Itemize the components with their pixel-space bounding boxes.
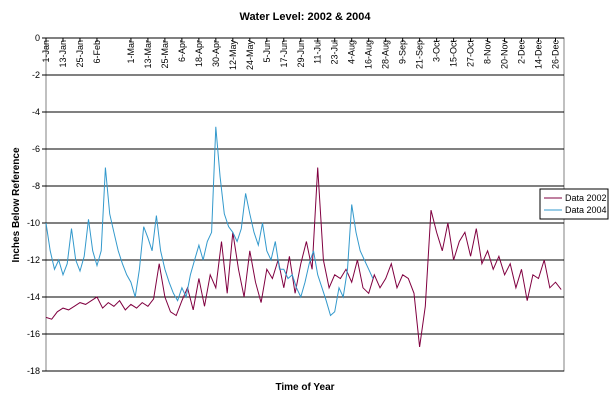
- x-tick-label: 14-Dec: [534, 40, 544, 70]
- x-tick-label: 6-Feb: [92, 40, 102, 64]
- x-tick-label: 25-Jan: [75, 40, 85, 68]
- y-tick-label: -18: [27, 366, 40, 376]
- x-tick-label: 29-Jun: [296, 40, 306, 68]
- legend-label: Data 2002: [565, 193, 607, 203]
- chart-title: Water Level: 2002 & 2004: [239, 11, 371, 23]
- x-tick-label: 6-Apr: [177, 40, 187, 62]
- x-tick-label: 3-Oct: [432, 40, 442, 63]
- x-tick-label: 1-Jan: [41, 40, 51, 63]
- y-tick-label: 0: [35, 33, 40, 43]
- x-tick-label: 20-Nov: [500, 40, 510, 70]
- x-tick-label: 2-Dec: [517, 40, 527, 65]
- x-tick-label: 30-Apr: [211, 40, 221, 67]
- y-tick-label: -14: [27, 292, 40, 302]
- x-tick-label: 12-May: [228, 40, 238, 71]
- x-tick-label: 11-Jul: [313, 40, 323, 64]
- y-tick-label: -12: [27, 255, 40, 265]
- y-tick-label: -4: [32, 107, 40, 117]
- x-tick-label: 9-Sep: [398, 40, 408, 64]
- data-line: [45, 167, 562, 347]
- x-tick-label: 26-Dec: [551, 40, 561, 70]
- plot-area: [45, 37, 565, 372]
- y-tick-label: -6: [32, 144, 40, 154]
- y-axis-title: Inches Below Reference: [11, 147, 22, 262]
- x-tick-label: 8-Nov: [483, 40, 493, 65]
- x-tick-label: 15-Oct: [449, 40, 459, 68]
- x-tick-label: 13-Jan: [58, 40, 68, 68]
- x-tick-label: 18-Apr: [194, 40, 204, 67]
- x-tick-label: 23-Jul: [330, 40, 340, 65]
- x-tick-label: 4-Aug: [347, 40, 357, 64]
- x-axis-title: Time of Year: [275, 382, 334, 393]
- legend-box: [539, 188, 609, 220]
- x-tick-label: 25-Mar: [160, 40, 170, 69]
- x-tick-label: 13-Mar: [143, 40, 153, 69]
- x-tick-label: 5-Jun: [262, 40, 272, 63]
- x-tick-label: 16-Aug: [364, 40, 374, 69]
- y-tick-label: -16: [27, 329, 40, 339]
- data-line: [45, 126, 374, 317]
- y-tick-label: -2: [32, 70, 40, 80]
- x-tick-label: 21-Sep: [415, 40, 425, 69]
- y-tick-label: -10: [27, 218, 40, 228]
- x-tick-label: 27-Oct: [466, 40, 476, 68]
- x-tick-label: 24-May: [245, 40, 255, 71]
- legend-label: Data 2004: [565, 205, 607, 215]
- y-tick-label: -8: [32, 181, 40, 191]
- x-tick-label: 28-Aug: [381, 40, 391, 69]
- x-tick-label: 17-Jun: [279, 40, 289, 68]
- x-tick-label: 1-Mar: [126, 40, 136, 64]
